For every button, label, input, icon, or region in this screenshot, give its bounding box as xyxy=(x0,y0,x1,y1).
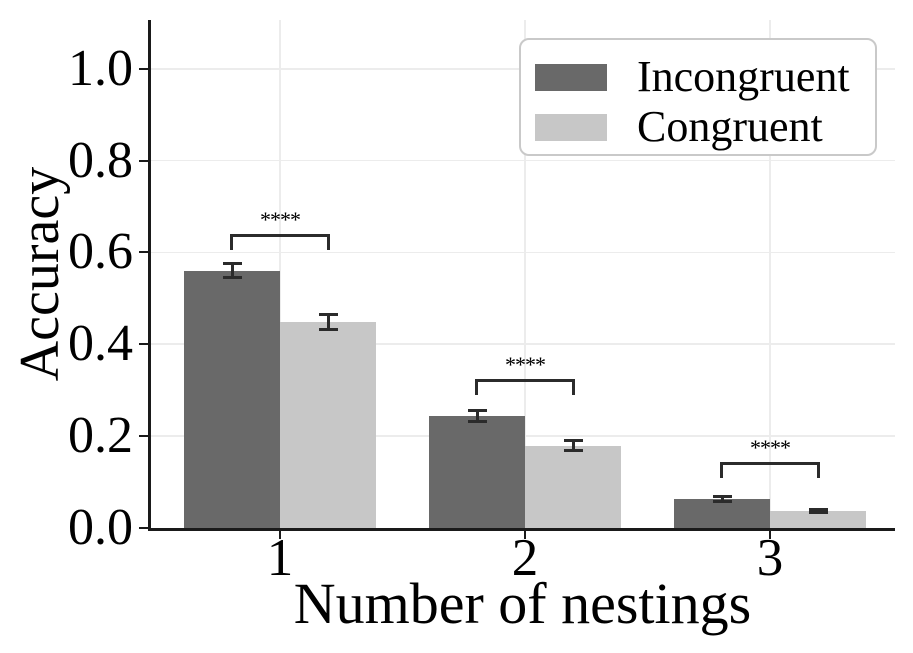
error-bar-cap-top xyxy=(808,507,828,511)
bar-incongruent-3 xyxy=(674,499,770,528)
significance-bracket xyxy=(475,379,575,396)
y-axis-label: Accuracy xyxy=(9,166,71,382)
error-bar-cap-top xyxy=(712,495,732,499)
error-bar-cap-bottom xyxy=(808,511,828,515)
error-bar-line xyxy=(475,410,479,422)
y-tick-mark xyxy=(139,159,148,162)
gridline-horizontal xyxy=(150,343,895,345)
y-tick-mark xyxy=(139,67,148,70)
y-tick-label: 1.0 xyxy=(68,39,133,97)
error-bar-line xyxy=(230,263,234,278)
error-bar-cap-top xyxy=(563,439,583,443)
legend-swatch-congruent xyxy=(535,113,607,141)
error-bar-cap-top xyxy=(318,312,338,316)
error-bar-cap-bottom xyxy=(712,499,732,503)
legend-swatch-incongruent xyxy=(535,63,607,91)
x-axis-label: Number of nestings xyxy=(293,571,752,636)
x-axis-spine xyxy=(148,527,895,531)
y-tick-label: 0.2 xyxy=(68,406,133,464)
legend: Incongruent Congruent xyxy=(519,38,877,156)
x-tick-mark xyxy=(279,530,281,539)
error-bar-cap-bottom xyxy=(222,275,242,279)
error-bar-line xyxy=(720,496,724,502)
error-bar-cap-top xyxy=(222,262,242,266)
error-bar-cap-bottom xyxy=(563,449,583,453)
y-tick-mark xyxy=(139,526,148,529)
legend-label-incongruent: Incongruent xyxy=(637,52,850,101)
gridline-horizontal xyxy=(150,159,895,162)
x-tick-mark xyxy=(769,530,771,539)
significance-stars: **** xyxy=(750,435,791,461)
error-bar-cap-top xyxy=(467,408,487,412)
significance-bracket xyxy=(230,233,330,250)
y-tick-mark xyxy=(139,343,148,345)
legend-item-congruent: Congruent xyxy=(535,102,875,152)
bar-congruent-2 xyxy=(525,445,621,528)
error-bar-line xyxy=(326,314,330,330)
legend-item-incongruent: Incongruent xyxy=(535,52,875,102)
bar-congruent-3 xyxy=(770,510,866,528)
significance-stars: **** xyxy=(505,352,546,378)
error-bar-line xyxy=(571,440,575,451)
gridline-vertical xyxy=(524,20,526,528)
y-tick-label: 0.0 xyxy=(68,498,133,556)
error-bar-cap-bottom xyxy=(318,328,338,332)
x-tick-mark xyxy=(524,530,526,539)
error-bar-cap-bottom xyxy=(467,420,487,424)
y-tick-mark xyxy=(139,434,148,437)
gridline-horizontal xyxy=(150,251,895,253)
bar-incongruent-1 xyxy=(184,270,280,528)
error-bar-line xyxy=(816,509,820,513)
legend-label-congruent: Congruent xyxy=(637,102,823,151)
bar-congruent-1 xyxy=(280,321,376,528)
gridline-vertical xyxy=(769,20,771,528)
plot-area: **** **** **** xyxy=(150,20,895,528)
y-tick-mark xyxy=(139,251,148,254)
significance-bracket xyxy=(720,462,820,479)
y-axis-spine xyxy=(148,20,151,531)
gridline-vertical xyxy=(279,20,281,528)
significance-stars: **** xyxy=(260,206,301,232)
bar-incongruent-2 xyxy=(429,416,525,528)
